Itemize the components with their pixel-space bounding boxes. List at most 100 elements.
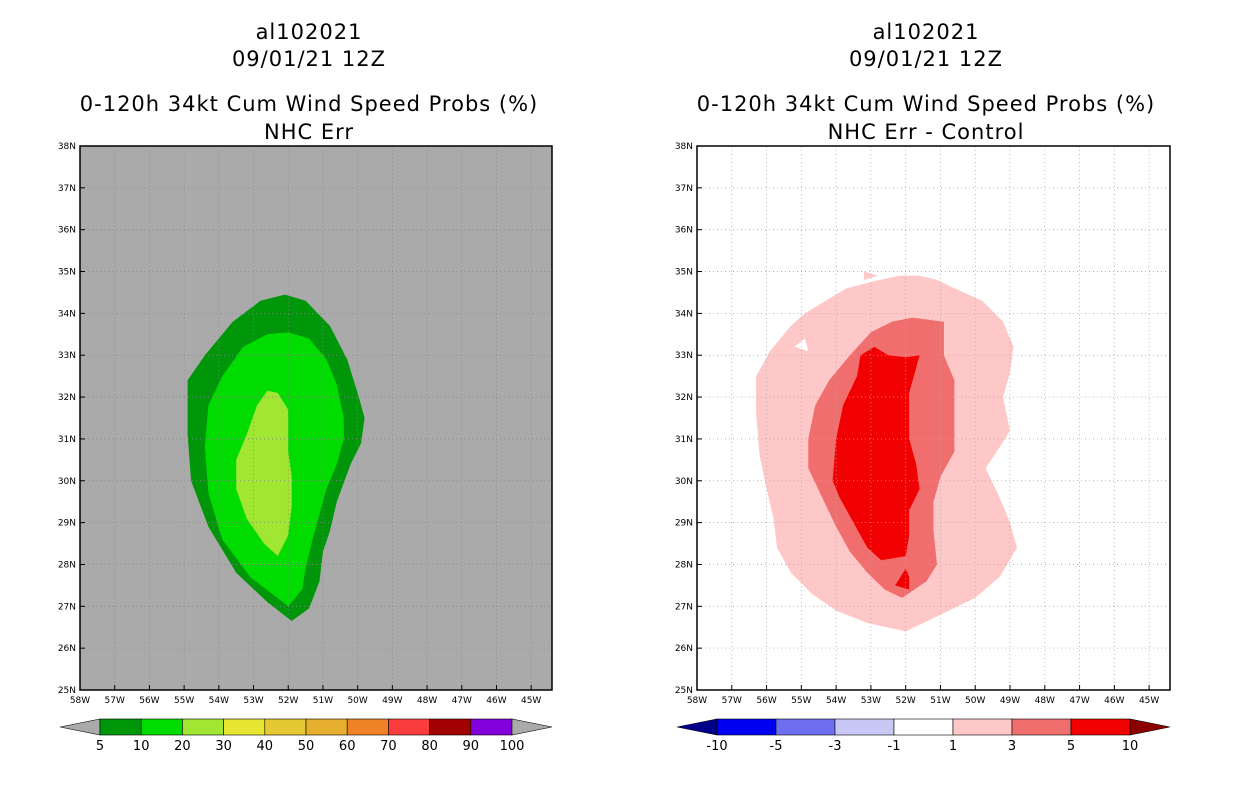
right-title-line-3: 0-120h 34kt Cum Wind Speed Probs (%) — [696, 92, 1156, 116]
x-tick-label: 48W — [1035, 696, 1055, 706]
left-title-line-2: 09/01/21 12Z — [231, 47, 387, 71]
colorbar-label: 90 — [463, 739, 480, 754]
left-title-line-3: 0-120h 34kt Cum Wind Speed Probs (%) — [79, 92, 539, 116]
y-tick-label: 28N — [58, 560, 76, 570]
colorbar-label: -5 — [770, 739, 783, 754]
x-tick-label: 50W — [347, 696, 367, 706]
colorbar-label: 100 — [500, 739, 525, 754]
colorbar-arrow-right — [511, 718, 553, 736]
left-title-line-4: NHC Err — [263, 120, 354, 144]
x-tick-label: 47W — [452, 696, 472, 706]
colorbar-swatch — [775, 718, 836, 736]
colorbar-label: -1 — [888, 739, 901, 754]
colorbar-swatch — [99, 718, 142, 736]
contour-2 — [236, 390, 292, 557]
colorbar-swatch — [893, 718, 954, 736]
x-tick-label: 47W — [1069, 696, 1089, 706]
colorbar-label: 50 — [298, 739, 315, 754]
y-tick-label: 36N — [675, 226, 693, 236]
colorbar-swatch — [305, 718, 348, 736]
x-tick-label: 58W — [687, 696, 707, 706]
colorbar-swatch — [952, 718, 1013, 736]
colorbar-label: 60 — [339, 739, 356, 754]
x-tick-label: 46W — [486, 696, 506, 706]
y-tick-label: 28N — [675, 560, 693, 570]
colorbar-swatch — [182, 718, 224, 736]
y-tick-label: 34N — [58, 309, 76, 319]
colorbar-label: 5 — [1067, 739, 1075, 754]
y-tick-label: 36N — [58, 226, 76, 236]
y-tick-label: 29N — [675, 519, 693, 529]
x-tick-label: 53W — [243, 696, 263, 706]
y-tick-label: 26N — [675, 644, 693, 654]
colorbar-swatch — [223, 718, 266, 736]
y-tick-label: 33N — [675, 351, 693, 361]
colorbar-label: 70 — [380, 739, 397, 754]
y-tick-label: 31N — [58, 435, 76, 445]
colorbar-swatch — [470, 718, 513, 736]
colorbar-swatch — [1011, 718, 1072, 736]
colorbar-swatch — [429, 718, 472, 736]
y-tick-label: 37N — [675, 184, 693, 194]
x-tick-label: 50W — [965, 696, 985, 706]
x-tick-label: 55W — [174, 696, 194, 706]
contour-6 — [832, 346, 920, 561]
y-tick-label: 37N — [58, 184, 76, 194]
colorbar-label: 80 — [421, 739, 438, 754]
colorbar-label: 1 — [949, 739, 957, 754]
contour-2 — [1017, 363, 1035, 398]
colorbar-label: -3 — [829, 739, 842, 754]
x-tick-label: 57W — [722, 696, 742, 706]
colorbar-label: 10 — [1122, 739, 1139, 754]
right-map-panel: 58W 57W 56W 55W 54W 53W 52W 51W 50W 49W 48W 47W 46W 4… — [675, 142, 1171, 754]
colorbar-swatch — [834, 718, 895, 736]
x-tick-label: 48W — [417, 696, 437, 706]
y-tick-label: 27N — [58, 602, 76, 612]
x-tick-label: 52W — [895, 696, 915, 706]
colorbar-swatch — [346, 718, 389, 736]
right-title-line-1: al102021 — [872, 20, 980, 44]
contour-1 — [794, 338, 809, 351]
y-tick-label: 27N — [675, 602, 693, 612]
y-tick-label: 33N — [58, 351, 76, 361]
contour-7 — [895, 568, 910, 590]
colorbar-label: 10 — [133, 739, 150, 754]
y-tick-label: 32N — [675, 393, 693, 403]
colorbar-label: 20 — [174, 739, 191, 754]
x-tick-label: 55W — [791, 696, 811, 706]
x-tick-label: 52W — [278, 696, 298, 706]
colorbar-arrow-left — [676, 718, 718, 736]
y-tick-label: 38N — [675, 142, 693, 152]
right-title-line-2: 09/01/21 12Z — [848, 47, 1004, 71]
colorbar-swatch — [140, 718, 183, 736]
colorbar-swatch — [388, 718, 430, 736]
left-title-line-1: al102021 — [255, 20, 363, 44]
contour-3 — [1010, 455, 1049, 477]
x-tick-label: 54W — [826, 696, 846, 706]
colorbar-label: 5 — [96, 739, 104, 754]
x-tick-label: 49W — [1000, 696, 1020, 706]
colorbar-swatch — [1070, 718, 1131, 736]
y-tick-label: 25N — [675, 686, 693, 696]
contour-4 — [863, 271, 878, 280]
x-tick-label: 45W — [1139, 696, 1159, 706]
y-tick-label: 31N — [675, 435, 693, 445]
y-tick-label: 38N — [58, 142, 76, 152]
map-frame — [696, 145, 1171, 691]
x-tick-label: 51W — [930, 696, 950, 706]
left-map-panel: 58W 57W 56W 55W 54W 53W 52W 51W 50W 49W 48W 47W 46W 4… — [58, 142, 553, 754]
x-tick-label: 53W — [861, 696, 881, 706]
x-tick-label: 56W — [139, 696, 159, 706]
map-frame — [79, 145, 553, 691]
x-tick-label: 46W — [1104, 696, 1124, 706]
x-tick-label: 57W — [105, 696, 125, 706]
y-tick-label: 32N — [58, 393, 76, 403]
colorbar-arrow-left — [59, 718, 101, 736]
y-tick-label: 35N — [675, 268, 693, 278]
x-tick-label: 58W — [70, 696, 90, 706]
y-tick-label: 35N — [58, 268, 76, 278]
colorbar-label: -10 — [706, 739, 727, 754]
colorbar-swatch — [264, 718, 307, 736]
colorbar-label: 3 — [1008, 739, 1016, 754]
